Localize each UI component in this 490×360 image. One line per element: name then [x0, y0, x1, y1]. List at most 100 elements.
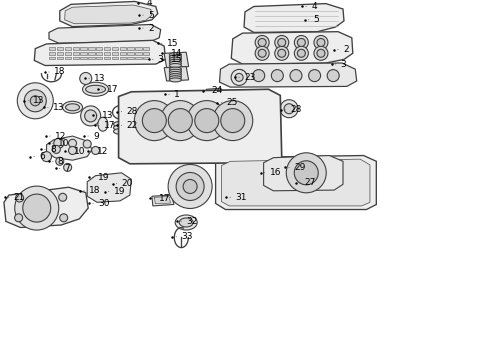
- Polygon shape: [65, 52, 71, 55]
- Text: 13: 13: [53, 103, 64, 112]
- Text: 2: 2: [148, 23, 153, 32]
- Text: 20: 20: [122, 179, 133, 188]
- Text: 10: 10: [58, 139, 69, 148]
- Circle shape: [23, 194, 51, 222]
- Polygon shape: [221, 159, 370, 206]
- Text: 25: 25: [226, 98, 238, 107]
- Circle shape: [52, 145, 60, 153]
- Polygon shape: [112, 47, 118, 50]
- Text: 13: 13: [94, 74, 105, 83]
- Polygon shape: [65, 57, 71, 59]
- Polygon shape: [112, 52, 118, 55]
- Text: 4: 4: [311, 2, 317, 11]
- Text: 30: 30: [98, 199, 109, 208]
- Circle shape: [160, 100, 200, 141]
- Circle shape: [143, 109, 166, 132]
- Circle shape: [294, 36, 308, 49]
- Polygon shape: [104, 57, 110, 59]
- Text: 3: 3: [158, 55, 164, 64]
- Circle shape: [286, 153, 326, 193]
- Ellipse shape: [170, 67, 181, 71]
- Polygon shape: [65, 47, 71, 50]
- Ellipse shape: [82, 82, 109, 96]
- Circle shape: [271, 69, 283, 82]
- Circle shape: [258, 39, 266, 46]
- Polygon shape: [127, 47, 134, 50]
- Ellipse shape: [114, 121, 129, 127]
- Text: 31: 31: [235, 193, 246, 202]
- Circle shape: [59, 193, 67, 201]
- Polygon shape: [135, 47, 142, 50]
- Ellipse shape: [170, 57, 181, 61]
- Polygon shape: [120, 57, 126, 59]
- Polygon shape: [104, 47, 110, 50]
- Polygon shape: [216, 156, 376, 210]
- Polygon shape: [120, 52, 126, 55]
- Circle shape: [85, 110, 97, 122]
- Polygon shape: [80, 52, 87, 55]
- Text: 17: 17: [104, 121, 115, 130]
- Polygon shape: [127, 52, 134, 55]
- Ellipse shape: [63, 101, 82, 113]
- Text: 15: 15: [171, 55, 182, 64]
- Circle shape: [83, 140, 91, 148]
- Polygon shape: [49, 57, 55, 59]
- Circle shape: [30, 96, 40, 106]
- Text: 32: 32: [186, 217, 197, 226]
- Polygon shape: [96, 47, 102, 50]
- Text: 28: 28: [126, 107, 138, 116]
- Text: 27: 27: [305, 178, 316, 187]
- Circle shape: [64, 163, 72, 171]
- Text: 8: 8: [58, 157, 64, 166]
- Ellipse shape: [170, 71, 181, 76]
- Circle shape: [60, 214, 68, 222]
- Polygon shape: [73, 47, 79, 50]
- Text: 2: 2: [343, 45, 348, 54]
- Circle shape: [183, 180, 197, 193]
- Ellipse shape: [86, 85, 105, 93]
- Polygon shape: [143, 57, 149, 59]
- Text: 22: 22: [126, 121, 138, 130]
- Circle shape: [187, 100, 227, 141]
- Text: 17: 17: [159, 194, 171, 202]
- Text: 29: 29: [294, 163, 305, 172]
- Circle shape: [56, 157, 64, 165]
- Text: 16: 16: [270, 168, 281, 177]
- Ellipse shape: [98, 117, 108, 131]
- Ellipse shape: [175, 215, 197, 230]
- Ellipse shape: [170, 61, 181, 66]
- Circle shape: [54, 138, 64, 148]
- Polygon shape: [154, 197, 171, 204]
- Circle shape: [92, 147, 99, 154]
- Text: 12: 12: [97, 147, 108, 156]
- Circle shape: [253, 69, 265, 82]
- Ellipse shape: [170, 69, 181, 73]
- Text: 18: 18: [54, 68, 65, 77]
- Circle shape: [255, 36, 269, 49]
- Circle shape: [327, 69, 339, 82]
- Circle shape: [69, 139, 76, 147]
- Polygon shape: [120, 47, 126, 50]
- Circle shape: [314, 36, 328, 49]
- Polygon shape: [164, 67, 189, 81]
- Text: 15: 15: [167, 39, 178, 48]
- Circle shape: [176, 172, 204, 201]
- Polygon shape: [60, 1, 158, 27]
- Circle shape: [234, 69, 246, 82]
- Circle shape: [213, 100, 253, 141]
- Polygon shape: [264, 156, 343, 191]
- Circle shape: [80, 72, 92, 85]
- Polygon shape: [57, 47, 63, 50]
- Ellipse shape: [170, 76, 181, 80]
- Polygon shape: [164, 52, 189, 68]
- Polygon shape: [104, 52, 110, 55]
- Polygon shape: [96, 57, 102, 59]
- Circle shape: [16, 194, 24, 202]
- Polygon shape: [127, 57, 134, 59]
- Text: 6: 6: [39, 152, 45, 161]
- Polygon shape: [135, 57, 142, 59]
- Circle shape: [280, 100, 298, 118]
- Polygon shape: [49, 47, 55, 50]
- Polygon shape: [220, 63, 357, 87]
- Polygon shape: [119, 89, 282, 164]
